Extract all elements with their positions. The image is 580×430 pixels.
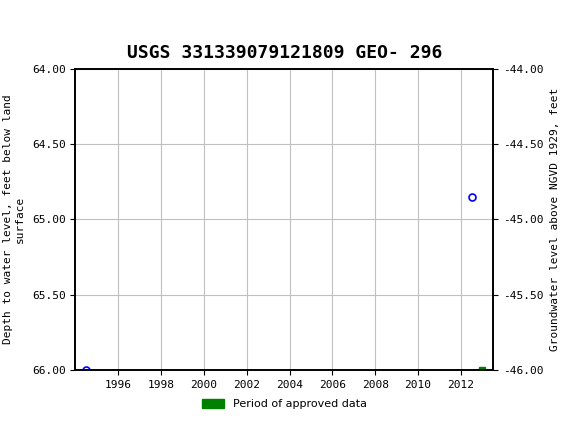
Y-axis label: Depth to water level, feet below land
surface: Depth to water level, feet below land su… <box>3 95 25 344</box>
Title: USGS 331339079121809 GEO- 296: USGS 331339079121809 GEO- 296 <box>126 44 442 61</box>
Y-axis label: Groundwater level above NGVD 1929, feet: Groundwater level above NGVD 1929, feet <box>550 88 560 351</box>
Legend: Period of approved data: Period of approved data <box>197 395 371 414</box>
Text: ╳USGS: ╳USGS <box>12 15 70 37</box>
